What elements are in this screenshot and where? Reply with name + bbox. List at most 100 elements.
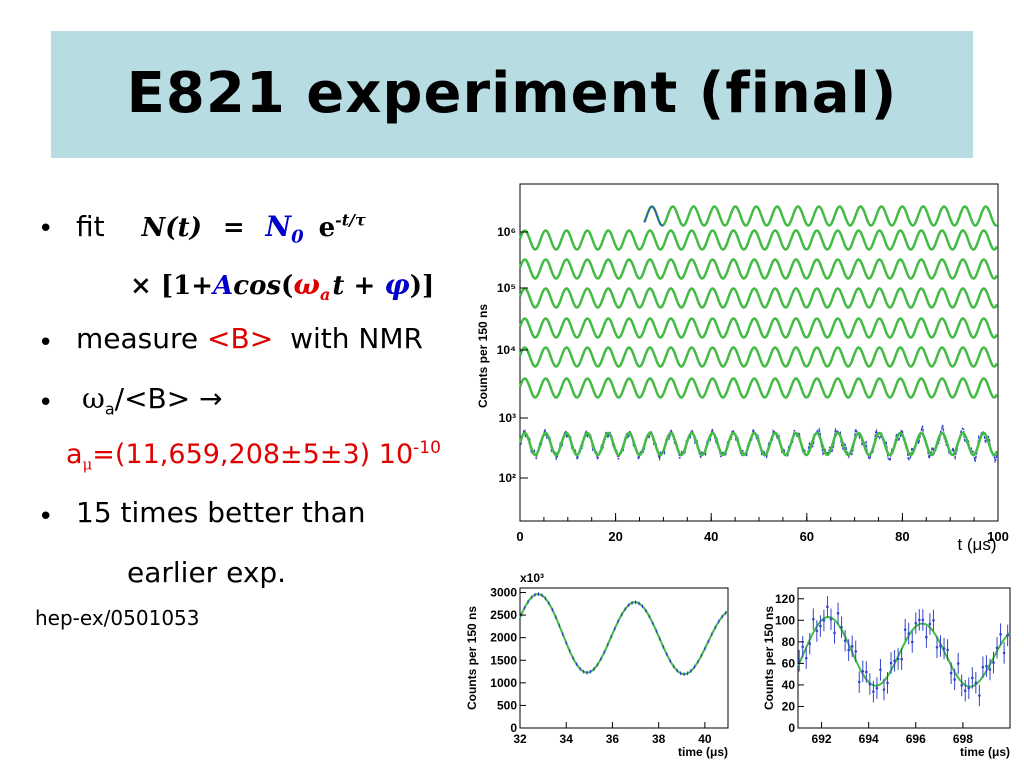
- zoom-late-data-point: [829, 617, 833, 621]
- fit-exp: -t/τ: [335, 210, 366, 230]
- zoom-late-data-point: [840, 626, 843, 629]
- zoom-early-ytick-label: 1000: [490, 676, 517, 690]
- zoom-early-data-point: [596, 663, 599, 666]
- zoom-late-ytick-label: 80: [782, 635, 796, 649]
- zoom-early-data-point: [575, 663, 578, 666]
- zoom-early-data-point: [589, 670, 592, 673]
- zoom-early-data-point: [700, 654, 703, 657]
- zoom-late-data-point: [797, 659, 801, 663]
- zoom-late-data-point: [850, 645, 854, 648]
- zoom-late-data-point: [833, 631, 836, 635]
- zoom-early-data-point: [672, 665, 675, 668]
- zoom-early-data-point: [582, 670, 585, 673]
- main-xtick-label: 100: [987, 529, 1009, 544]
- zoom-late-ytick-label: 20: [782, 699, 796, 713]
- zoom-late-data-point: [854, 650, 858, 653]
- zoom-early-xtick-label: 40: [698, 732, 712, 746]
- zoom-late-data-point: [946, 648, 949, 652]
- zoom-late-data-point: [815, 629, 819, 633]
- amu-line: aμ=(11,659,208±5±3) 10-10: [66, 438, 441, 473]
- zoom-late-data-point: [992, 661, 995, 664]
- zoom-early-fit-curve: [519, 593, 729, 676]
- zoom-early-data-point: [631, 601, 633, 604]
- zoom-early-data-point: [599, 658, 602, 660]
- zoom-late-data-point: [872, 690, 875, 693]
- zoom-early-xtick-label: 34: [560, 732, 574, 746]
- zoom-late-data-point: [960, 683, 964, 687]
- zoom-late-xlabel: time (μs): [960, 745, 1010, 759]
- zoom-late-data-point: [882, 688, 886, 691]
- earlier-line: earlier exp.: [127, 556, 287, 589]
- zoom-early-data-point: [679, 672, 682, 675]
- main-ytick-label: 10⁶: [497, 225, 516, 239]
- measure-text: measure: [76, 322, 199, 355]
- zoom-late-data-point: [932, 619, 935, 622]
- zoom-late-data-point: [812, 617, 815, 621]
- amu-a: a: [66, 439, 83, 470]
- bullet-4: •: [38, 502, 54, 532]
- zoom-early-data-point: [544, 597, 547, 600]
- main-xlabel: t (μs): [957, 535, 996, 554]
- zoom-late-data-point: [868, 682, 872, 686]
- bullet-3: •: [38, 388, 54, 418]
- zoom-late-ylabel: Counts per 150 ns: [762, 606, 776, 710]
- fit-e: e: [318, 213, 336, 243]
- zoom-early-ytick-label: 1500: [490, 653, 517, 667]
- zoom-early-ytick-label: 2000: [490, 631, 517, 645]
- zoom-late-data-point: [865, 670, 868, 674]
- fit-curve-segment-7: [518, 377, 999, 399]
- main-xtick-label: 20: [608, 529, 622, 544]
- zoom-early-ytick-label: 3000: [490, 586, 517, 600]
- amu-sub: μ: [82, 455, 93, 474]
- zoom-late-data-point: [826, 605, 829, 609]
- zoom-late-xtick-label: 696: [906, 732, 926, 746]
- zoom-late-data-point: [1006, 634, 1009, 637]
- main-xtick-label: 60: [800, 529, 814, 544]
- zoom-late-frame: [797, 587, 1011, 729]
- zoom-early-data-point: [717, 620, 720, 623]
- zoom-early-data-point: [613, 627, 616, 630]
- zoom-early-data-point: [724, 612, 727, 614]
- zoom-late-data-point: [808, 642, 812, 645]
- fit-curve-segment-5: [518, 317, 999, 339]
- zoom-early-data-point: [693, 666, 696, 668]
- zoom-early-data-point: [648, 615, 651, 618]
- fit2-phi: φ: [384, 268, 410, 301]
- zoom-late-data-point: [879, 668, 882, 672]
- zoom-late-data-point: [914, 621, 918, 625]
- zoom-early-data-point: [651, 622, 654, 625]
- zoom-late-data-point: [978, 694, 981, 697]
- zoom-early-data-point: [527, 600, 529, 603]
- zoom-early-data-point: [655, 630, 658, 632]
- zoom-late-xtick-label: 698: [953, 732, 973, 746]
- fit2-close: )]: [409, 271, 435, 301]
- zoom-late-xtick-label: 692: [812, 732, 832, 746]
- zoom-late-data-point: [896, 657, 900, 661]
- zoom-early-data-point: [530, 596, 533, 599]
- zoom-late-data-point: [918, 618, 921, 622]
- zoom-early-data-point: [541, 594, 543, 597]
- fit-curve-segment-6: [518, 346, 999, 368]
- fit-curve-segment-4: [518, 287, 999, 309]
- zoom-early-data-point: [579, 667, 581, 670]
- measure-B: <B>: [207, 322, 274, 355]
- zoom-late-data-point: [889, 661, 893, 665]
- omega-ratio: /<B> →: [114, 382, 223, 415]
- zoom-late-data-point: [995, 646, 999, 650]
- amu-exp: -10: [413, 438, 441, 458]
- zoom-late-ytick-label: 40: [782, 678, 796, 692]
- zoom-early-data-point: [523, 606, 526, 609]
- zoom-plot-late: 692 694 696 698 0 20 40 60 80 100 120 Counts per 1…: [762, 587, 1011, 759]
- zoom-early-data-point: [606, 643, 609, 646]
- fit2-A: A: [213, 271, 234, 301]
- zoom-late-data-point: [843, 639, 847, 643]
- zoom-late-data-point: [999, 632, 1002, 636]
- zoom-early-data-point: [593, 668, 595, 670]
- zoom-early-data-point: [710, 633, 713, 636]
- zoom-early-data-point: [662, 645, 665, 648]
- zoom-late-data-point: [819, 624, 822, 628]
- fit-curve-segment-3: [518, 258, 999, 280]
- zoom-early-xtick-label: 32: [513, 732, 527, 746]
- zoom-early-data-point: [537, 593, 540, 595]
- zoom-late-data-point: [974, 681, 978, 685]
